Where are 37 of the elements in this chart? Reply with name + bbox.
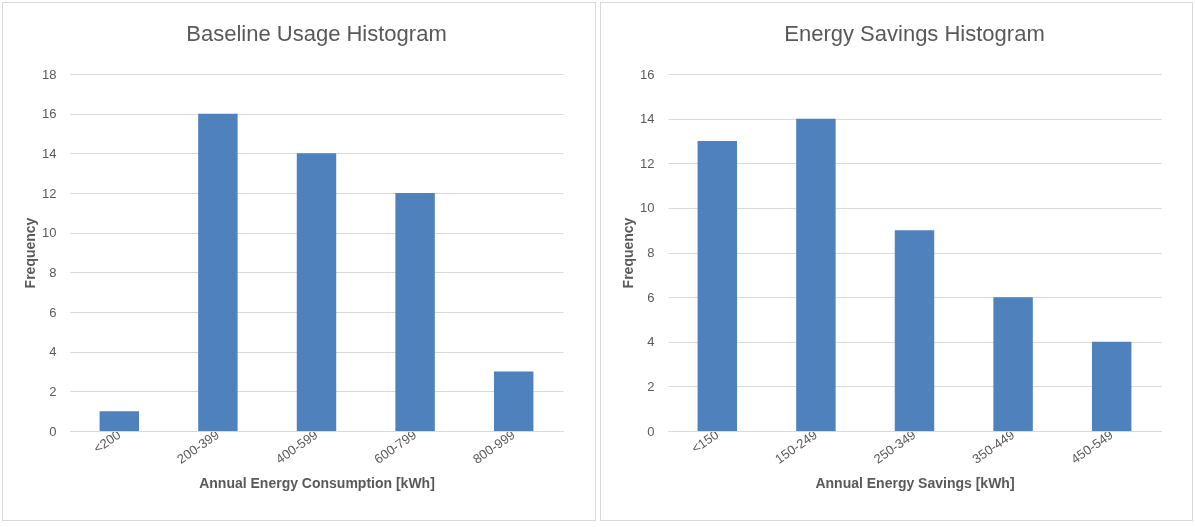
y-tick-label: 4 [49,344,57,360]
y-axis-title: Frequency [22,217,39,289]
x-axis-title: Annual Energy Consumption [kWh] [199,474,435,491]
y-tick-label: 2 [646,378,654,394]
x-tick-label: <200 [90,426,124,457]
y-tick-label: 16 [639,66,654,82]
y-tick-label: 6 [49,304,57,320]
x-axis-title: Annual Energy Savings [kWh] [814,474,1015,491]
y-tick-label: 2 [49,383,57,399]
y-tick-label: 0 [49,423,57,439]
x-tick-label: <150 [688,426,721,457]
bar [795,118,836,431]
bar [697,140,737,431]
bar [99,411,140,431]
bar [198,113,238,431]
chart-title: Baseline Usage Histogram [186,21,447,46]
bar [992,297,1033,431]
y-axis-title: Frequency [619,217,636,289]
y-tick-label: 4 [646,334,654,350]
y-tick-label: 8 [49,264,57,280]
y-tick-label: 16 [42,106,57,122]
y-tick-label: 10 [639,200,654,216]
bar [1091,341,1131,431]
chart-title: Energy Savings Histogram [783,21,1045,46]
y-tick-label: 12 [639,155,654,171]
y-tick-label: 8 [646,245,654,260]
bar [296,153,337,431]
y-tick-label: 0 [646,423,654,439]
y-tick-label: 12 [42,185,57,201]
y-tick-label: 14 [42,145,57,161]
y-tick-label: 10 [42,225,57,241]
bar [493,371,534,431]
bar [395,193,435,431]
bar [894,230,934,431]
y-tick-label: 14 [639,111,654,127]
y-tick-label: 6 [646,289,654,305]
y-tick-label: 18 [42,66,57,82]
